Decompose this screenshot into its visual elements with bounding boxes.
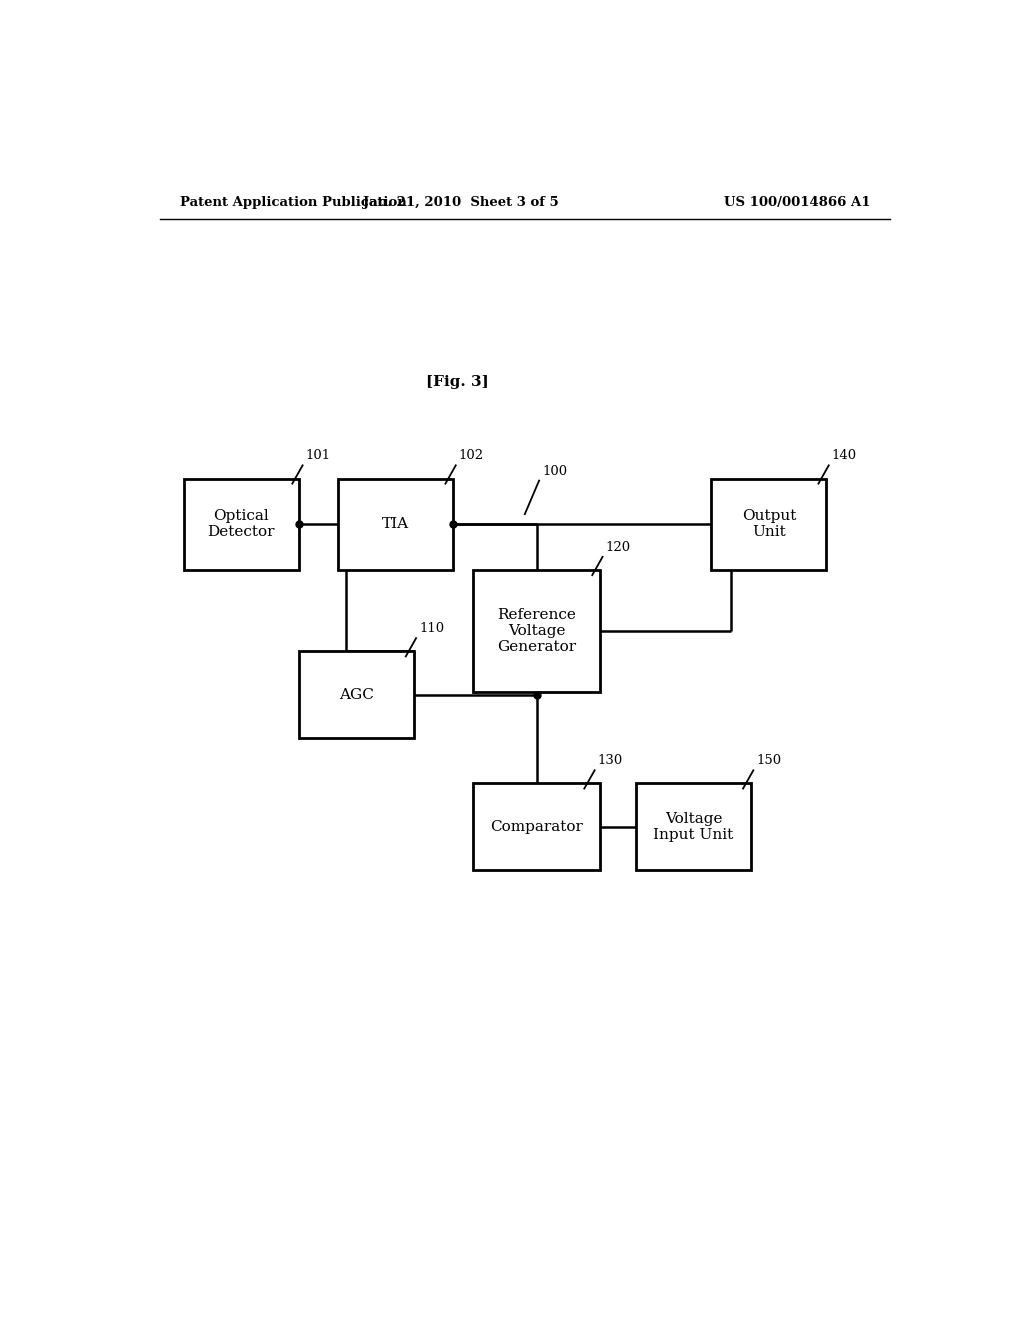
Text: 101: 101	[306, 449, 331, 462]
Text: Jan. 21, 2010  Sheet 3 of 5: Jan. 21, 2010 Sheet 3 of 5	[364, 195, 559, 209]
Bar	[338, 479, 454, 570]
Text: 102: 102	[459, 449, 484, 462]
Text: 140: 140	[831, 449, 857, 462]
Text: 130: 130	[598, 754, 623, 767]
Text: Voltage
Input Unit: Voltage Input Unit	[653, 812, 733, 842]
Text: 120: 120	[606, 541, 631, 554]
Text: TIA: TIA	[382, 517, 410, 532]
Text: Patent Application Publication: Patent Application Publication	[179, 195, 407, 209]
Text: [Fig. 3]: [Fig. 3]	[426, 375, 488, 389]
Text: 100: 100	[543, 465, 567, 478]
Text: Output
Unit: Output Unit	[741, 510, 796, 540]
Bar	[473, 570, 600, 692]
Text: Optical
Detector: Optical Detector	[207, 510, 274, 540]
Bar	[299, 651, 414, 738]
Text: US 100/0014866 A1: US 100/0014866 A1	[724, 195, 870, 209]
Bar	[183, 479, 299, 570]
Bar	[636, 784, 751, 870]
Text: Comparator: Comparator	[490, 820, 583, 834]
Text: 150: 150	[757, 754, 781, 767]
Text: AGC: AGC	[339, 688, 374, 701]
Text: Reference
Voltage
Generator: Reference Voltage Generator	[497, 607, 577, 655]
Bar	[473, 784, 600, 870]
Text: 110: 110	[419, 622, 444, 635]
Bar	[712, 479, 826, 570]
